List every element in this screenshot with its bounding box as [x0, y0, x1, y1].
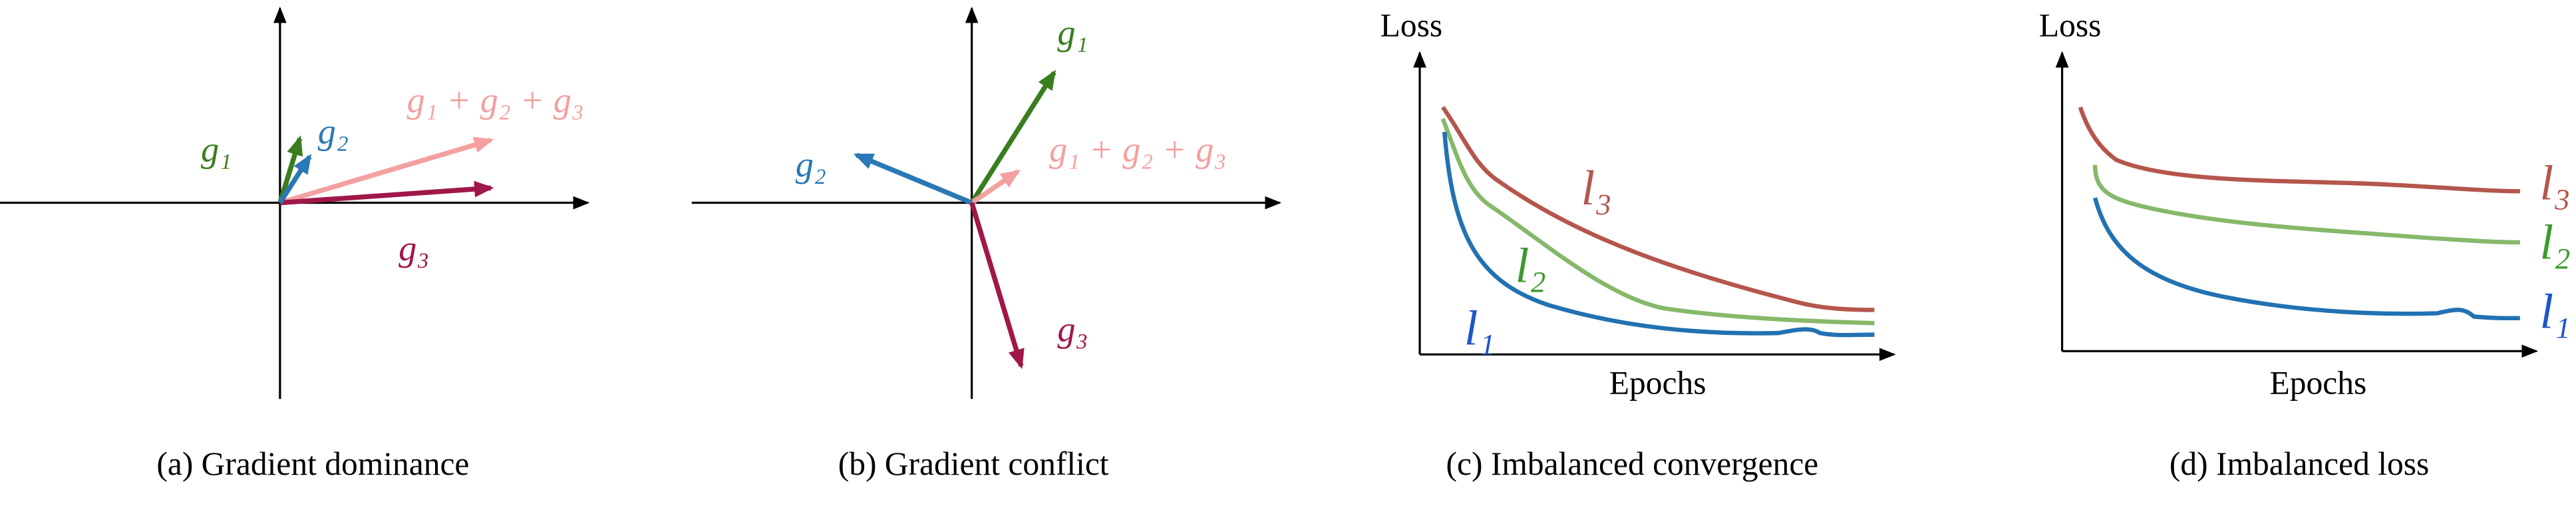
curve-label: l₂: [1516, 238, 1546, 293]
loss-curve: [1440, 118, 1875, 326]
loss-curve: [2092, 164, 2520, 245]
loss-curve: [2092, 197, 2520, 321]
g2-vector: [853, 152, 973, 205]
vector-label: g₃: [399, 228, 429, 268]
curve-label: l₁: [1464, 301, 1495, 356]
caption: (b) Gradient conflict: [838, 445, 1109, 482]
vector-label: g₂: [796, 144, 826, 184]
vector-label: g₁: [1057, 12, 1088, 53]
curve-label: l₁: [2540, 285, 2571, 340]
g3-vector: [969, 202, 1025, 370]
g1-vector: [969, 69, 1056, 204]
caption: (a) Gradient dominance: [156, 445, 469, 482]
panel-b: g₁ g₂ g₁ + g₂ + g₃ g₃ (b) Gradient confl…: [691, 6, 1282, 482]
sum-vector: [279, 136, 494, 206]
vector-label: g₁: [201, 129, 232, 170]
curve-label: l₃: [1581, 161, 1612, 216]
sum-vector: [970, 169, 1021, 205]
vector-label: g₃: [1057, 309, 1088, 350]
x-axis-label: Epochs: [2270, 365, 2367, 401]
caption: (d) Imbalanced loss: [2170, 445, 2429, 482]
loss-curve: [1442, 131, 1875, 338]
caption: (c) Imbalanced convergence: [1446, 445, 1819, 482]
curve-label: l₃: [2540, 156, 2571, 211]
x-axis-label: Epochs: [1609, 365, 1706, 401]
g2-vector: [277, 154, 312, 204]
panel-d: Loss Epochs l₃ l₂ l₁ (d) Imbalanced loss: [2039, 7, 2571, 482]
g3-vector: [279, 180, 494, 206]
vector-label: g₁ + g₂ + g₃: [406, 79, 583, 120]
y-axis-label: Loss: [1380, 7, 1443, 43]
panel-a: g₁ g₂ g₁ + g₂ + g₃ g₃ (a) Gradient domin…: [0, 6, 590, 482]
loss-curve: [2078, 106, 2520, 194]
loss-curve: [1441, 106, 1875, 312]
vector-label: g₂: [318, 111, 349, 151]
panel-c: Loss Epochs l₃ l₂ l₁ (c) Imbalanced conv…: [1380, 7, 1896, 482]
vector-label: g₁ + g₂ + g₃: [1049, 129, 1226, 170]
g1-vector: [277, 135, 303, 204]
curve-label: l₂: [2540, 216, 2571, 270]
y-axis-label: Loss: [2039, 7, 2102, 43]
